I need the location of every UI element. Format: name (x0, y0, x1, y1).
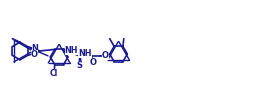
Text: S: S (77, 61, 83, 70)
Text: O: O (90, 58, 97, 67)
Text: N: N (32, 44, 38, 53)
Text: Cl: Cl (50, 69, 58, 78)
Text: O: O (31, 50, 38, 59)
Text: NH: NH (78, 49, 92, 58)
Text: O: O (102, 51, 109, 60)
Text: NH: NH (65, 46, 78, 55)
